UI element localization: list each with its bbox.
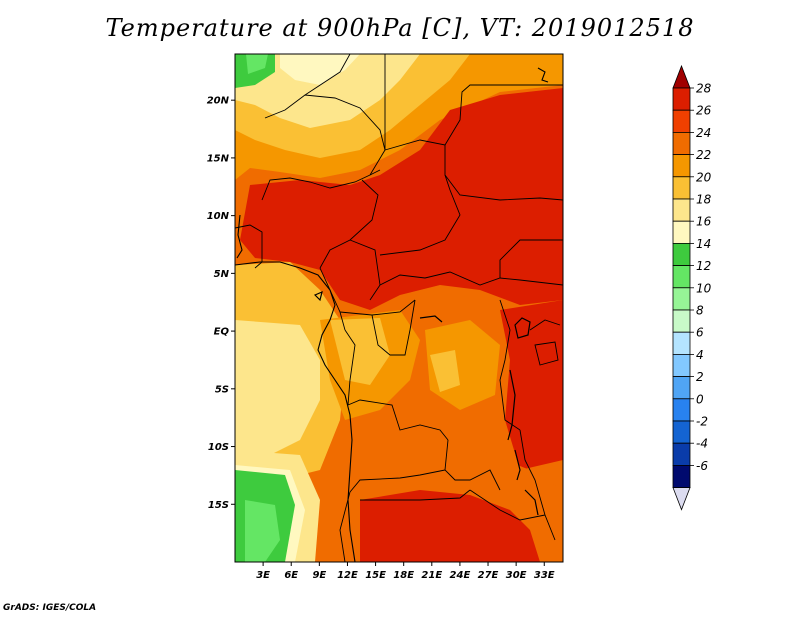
lon-label: 9E	[312, 570, 326, 581]
colorbar-label: 6	[696, 326, 704, 340]
field-hot-24-core	[270, 200, 360, 245]
colorbar-label: 12	[696, 259, 711, 273]
colorbar-swatch	[672, 287, 691, 311]
temperature-field	[235, 54, 563, 562]
lon-label: 27E	[478, 570, 499, 581]
lat-label: 20N	[207, 96, 230, 107]
colorbar-swatch	[672, 176, 691, 200]
latitude-axis: 20N 15N 10N 5N EQ 5S 10S 15S	[207, 96, 235, 511]
lon-label: 3E	[256, 570, 270, 581]
colorbar-swatch	[672, 398, 691, 422]
field-congo-east2	[430, 350, 460, 392]
colorbar-label: -4	[696, 437, 708, 451]
credit-label: GrADS: IGES/COLA	[3, 603, 97, 613]
lat-label: EQ	[214, 327, 230, 338]
colorbar-swatch	[672, 154, 691, 178]
colorbar-label: 28	[696, 82, 712, 96]
lon-label: 21E	[421, 570, 442, 581]
colorbar-swatch	[672, 353, 691, 377]
field-north-16	[235, 54, 420, 128]
lakes	[313, 290, 539, 516]
lat-label: 15N	[207, 153, 230, 164]
colorbar-label: 16	[696, 215, 712, 229]
colorbar-swatch	[672, 220, 691, 244]
colorbar-swatch	[672, 309, 691, 333]
lon-label: 24E	[450, 570, 471, 581]
lon-label: 33E	[534, 570, 555, 581]
plot-frame	[234, 53, 564, 563]
colorbar-swatch	[672, 376, 691, 400]
colorbar-swatch	[672, 420, 691, 444]
colorbar-label: 2	[696, 370, 704, 384]
field-hot-26	[240, 88, 563, 310]
colorbar-label: 18	[696, 193, 712, 207]
country-borders	[235, 54, 563, 562]
colorbar-label: 22	[696, 148, 711, 162]
lon-label: 6E	[284, 570, 298, 581]
colorbar-label: 14	[696, 237, 711, 251]
coastline	[235, 67, 549, 562]
chart-title: Temperature at 900hPa [C], VT: 201901251…	[105, 14, 695, 42]
lat-label: 10S	[208, 442, 229, 453]
field-gulf-18	[235, 320, 320, 460]
field-sw-12	[245, 500, 280, 562]
lat-label: 5S	[215, 384, 229, 395]
longitude-axis: 3E 6E 9E 12E 15E 18E 21E 24E 27E 30E 33E	[256, 562, 555, 581]
colorbar-label: 20	[696, 170, 712, 184]
lon-label: 30E	[506, 570, 527, 581]
colorbar-swatch	[672, 87, 691, 111]
lat-label: 15S	[208, 500, 229, 511]
colorbar-swatch	[672, 464, 691, 488]
lat-label: 5N	[214, 269, 230, 280]
colorbar-swatch	[672, 198, 691, 222]
colorbar-swatch	[672, 331, 691, 355]
colorbar-label: -6	[696, 459, 708, 473]
lon-label: 15E	[365, 570, 386, 581]
colorbar-label: 8	[696, 304, 704, 318]
colorbar-label: 4	[696, 348, 704, 362]
colorbar-label: -2	[696, 415, 708, 429]
colorbar-label: 10	[696, 281, 712, 295]
colorbar-bottom-arrow	[672, 487, 691, 511]
colorbar-top-arrow	[672, 64, 691, 89]
field-green-nw2	[246, 54, 268, 74]
colorbar-label: 0	[696, 392, 704, 406]
colorbar-swatch	[672, 109, 691, 133]
lon-label: 12E	[337, 570, 358, 581]
colorbar-label: 26	[696, 104, 712, 118]
lat-label: 10N	[207, 211, 230, 222]
field-north-14	[280, 54, 360, 85]
colorbar-label: 24	[696, 126, 711, 140]
colorbar-swatch	[672, 442, 691, 466]
field-congo-22b	[330, 318, 390, 385]
colorbar-swatch	[672, 242, 691, 266]
lon-label: 18E	[393, 570, 414, 581]
field-south-26	[360, 490, 540, 562]
colorbar-swatch	[672, 131, 691, 155]
colorbar-swatch	[672, 265, 691, 289]
